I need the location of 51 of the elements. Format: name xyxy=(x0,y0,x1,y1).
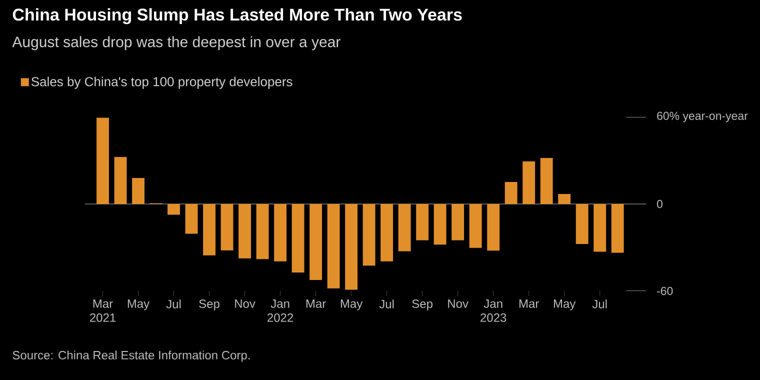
y-tick-label: 0 xyxy=(656,200,662,208)
bar xyxy=(203,204,216,256)
y-tick-label: 60% year-on-year xyxy=(657,112,748,122)
bar xyxy=(452,204,464,240)
bar xyxy=(611,204,624,253)
bar xyxy=(168,204,180,215)
x-tick-label: Mar 2021 xyxy=(90,300,116,322)
bar xyxy=(487,204,500,251)
bar xyxy=(114,157,127,204)
x-tick-label: May xyxy=(340,300,363,310)
bar xyxy=(398,204,411,252)
bar xyxy=(310,204,322,280)
bar xyxy=(504,182,518,204)
bar xyxy=(558,194,571,204)
bar xyxy=(220,204,234,250)
bar xyxy=(540,158,553,204)
bar xyxy=(594,204,606,252)
x-tick-label: Sep xyxy=(412,300,432,310)
x-tick-label: May xyxy=(554,300,576,310)
bar xyxy=(238,204,251,258)
bar xyxy=(185,204,198,234)
bar xyxy=(522,161,536,204)
x-tick-label: Jan 2022 xyxy=(268,300,294,322)
bar xyxy=(292,204,304,272)
x-tick-label: May xyxy=(128,300,150,310)
bar xyxy=(96,118,109,204)
bar xyxy=(416,204,429,240)
x-tick-label: Jan 2023 xyxy=(480,300,506,322)
bar xyxy=(362,204,376,266)
bar xyxy=(469,204,482,248)
x-tick-label: Jul xyxy=(592,300,607,308)
source-note: Source: China Real Estate Information Corp. xyxy=(12,350,250,362)
x-tick-label: Nov xyxy=(448,300,468,308)
bar xyxy=(434,204,446,245)
bar xyxy=(256,204,269,260)
x-tick-label: Jul xyxy=(379,300,394,308)
chart-subtitle: August sales drop was the deepest in over a year xyxy=(12,36,340,50)
x-tick-label: Nov xyxy=(235,300,256,308)
legend-label: Sales by China's top 100 property developers xyxy=(31,76,292,89)
bar xyxy=(327,204,340,288)
bar xyxy=(345,204,358,290)
bar xyxy=(132,178,144,204)
x-tick-label: Sep xyxy=(199,300,220,310)
y-tick-label: -60 xyxy=(657,286,673,296)
chart-title: China Housing Slump Has Lasted More Than Two Years xyxy=(12,8,462,24)
x-tick-label: Jul xyxy=(166,300,181,308)
bar xyxy=(274,204,286,262)
bar xyxy=(576,204,588,244)
bar xyxy=(380,204,394,262)
x-tick-label: Mar xyxy=(306,300,326,308)
x-tick-label: Mar xyxy=(519,300,539,308)
